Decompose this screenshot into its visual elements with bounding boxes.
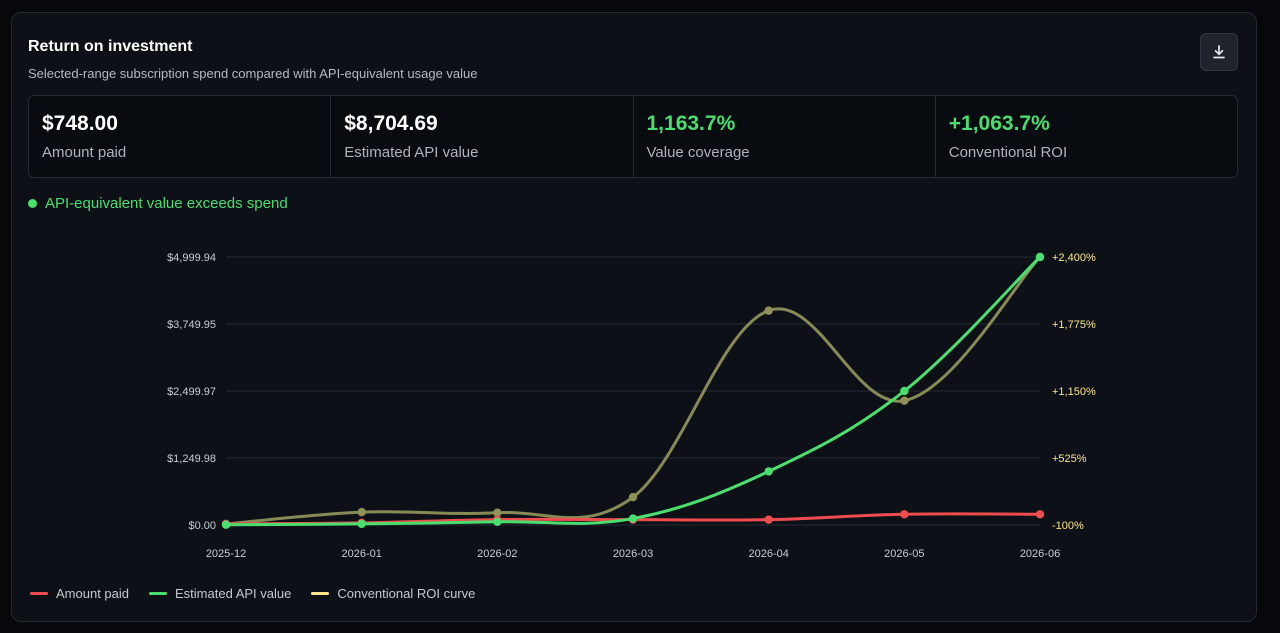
status-dot-icon — [28, 199, 37, 208]
data-point-amount-paid — [1035, 510, 1045, 519]
data-point-roi-curve — [628, 492, 638, 502]
data-point-api-value — [221, 520, 231, 529]
stat-value: 1,163.7% — [646, 112, 736, 135]
x-tick-label: 2026-06 — [1020, 548, 1060, 560]
stat-label: Amount paid — [42, 144, 127, 161]
y-left-tick-label: $1,249.98 — [167, 453, 216, 465]
data-point-api-value — [1035, 252, 1045, 262]
x-tick-label: 2026-04 — [748, 548, 788, 560]
data-point-api-value — [493, 517, 502, 526]
series-line-roi-curve — [224, 255, 1042, 526]
data-point-api-value — [764, 467, 773, 476]
y-right-tick-label: +1,150% — [1052, 386, 1096, 398]
legend-item-roi-curve[interactable]: Conventional ROI curve — [311, 586, 475, 601]
legend-swatch — [30, 592, 48, 595]
stat-api-value: $8,704.69 Estimated API value — [331, 96, 634, 177]
data-point-api-value — [628, 514, 638, 523]
card-title: Return on investment — [28, 38, 193, 55]
stat-value: $748.00 — [42, 112, 118, 135]
stat-value-coverage: 1,163.7% Value coverage — [634, 96, 936, 177]
data-point-amount-paid — [764, 515, 773, 524]
y-left-tick-label: $0.00 — [188, 520, 216, 532]
data-point-amount-paid — [900, 510, 909, 519]
data-point-roi-curve — [493, 508, 502, 517]
status-indicator: API-equivalent value exceeds spend — [28, 195, 288, 212]
stat-label: Value coverage — [646, 144, 750, 161]
x-tick-label: 2026-05 — [884, 548, 924, 560]
legend-label: Amount paid — [56, 586, 129, 601]
chart-legend: Amount paid Estimated API value Conventi… — [30, 586, 475, 601]
x-tick-label: 2026-02 — [477, 548, 517, 560]
stat-value: +1,063.7% — [948, 112, 1050, 135]
legend-label: Estimated API value — [175, 586, 292, 601]
data-point-api-value — [357, 519, 366, 529]
y-right-tick-label: -100% — [1052, 520, 1084, 532]
x-tick-label: 2026-03 — [613, 548, 653, 560]
data-point-roi-curve — [357, 507, 366, 517]
card-subtitle: Selected-range subscription spend compar… — [28, 66, 478, 81]
data-point-api-value — [900, 386, 909, 396]
status-text: API-equivalent value exceeds spend — [45, 195, 288, 212]
data-point-roi-curve — [764, 306, 773, 315]
stat-value: $8,704.69 — [344, 112, 438, 135]
download-button[interactable] — [1200, 33, 1238, 71]
legend-item-amount-paid[interactable]: Amount paid — [30, 586, 129, 601]
legend-label: Conventional ROI curve — [337, 586, 476, 601]
y-right-tick-label: +1,775% — [1052, 319, 1096, 331]
y-left-tick-label: $3,749.95 — [167, 319, 216, 331]
stat-label: Estimated API value — [344, 144, 479, 161]
legend-item-api-value[interactable]: Estimated API value — [149, 586, 291, 601]
stats-summary: $748.00 Amount paid $8,704.69 Estimated … — [28, 95, 1238, 178]
x-tick-label: 2025-12 — [206, 548, 246, 560]
legend-swatch — [311, 592, 330, 595]
stat-label: Conventional ROI — [948, 144, 1068, 161]
y-right-tick-label: +2,400% — [1052, 252, 1096, 264]
y-left-tick-label: $2,499.97 — [167, 386, 216, 398]
x-tick-label: 2026-01 — [341, 548, 381, 560]
stat-conventional-roi: +1,063.7% Conventional ROI — [936, 96, 1237, 177]
roi-line-chart: $0.00 -100% $1,249.98 +525% $2,499.97 +1,150%… — [167, 252, 1096, 560]
y-right-tick-label: +525% — [1052, 453, 1087, 465]
roi-card: Return on investment Selected-range subs… — [11, 12, 1257, 622]
data-point-roi-curve — [900, 396, 909, 405]
y-left-tick-label: $4,999.94 — [167, 252, 216, 264]
download-icon — [1213, 45, 1225, 59]
stat-amount-paid: $748.00 Amount paid — [29, 96, 332, 177]
legend-swatch — [149, 592, 167, 595]
